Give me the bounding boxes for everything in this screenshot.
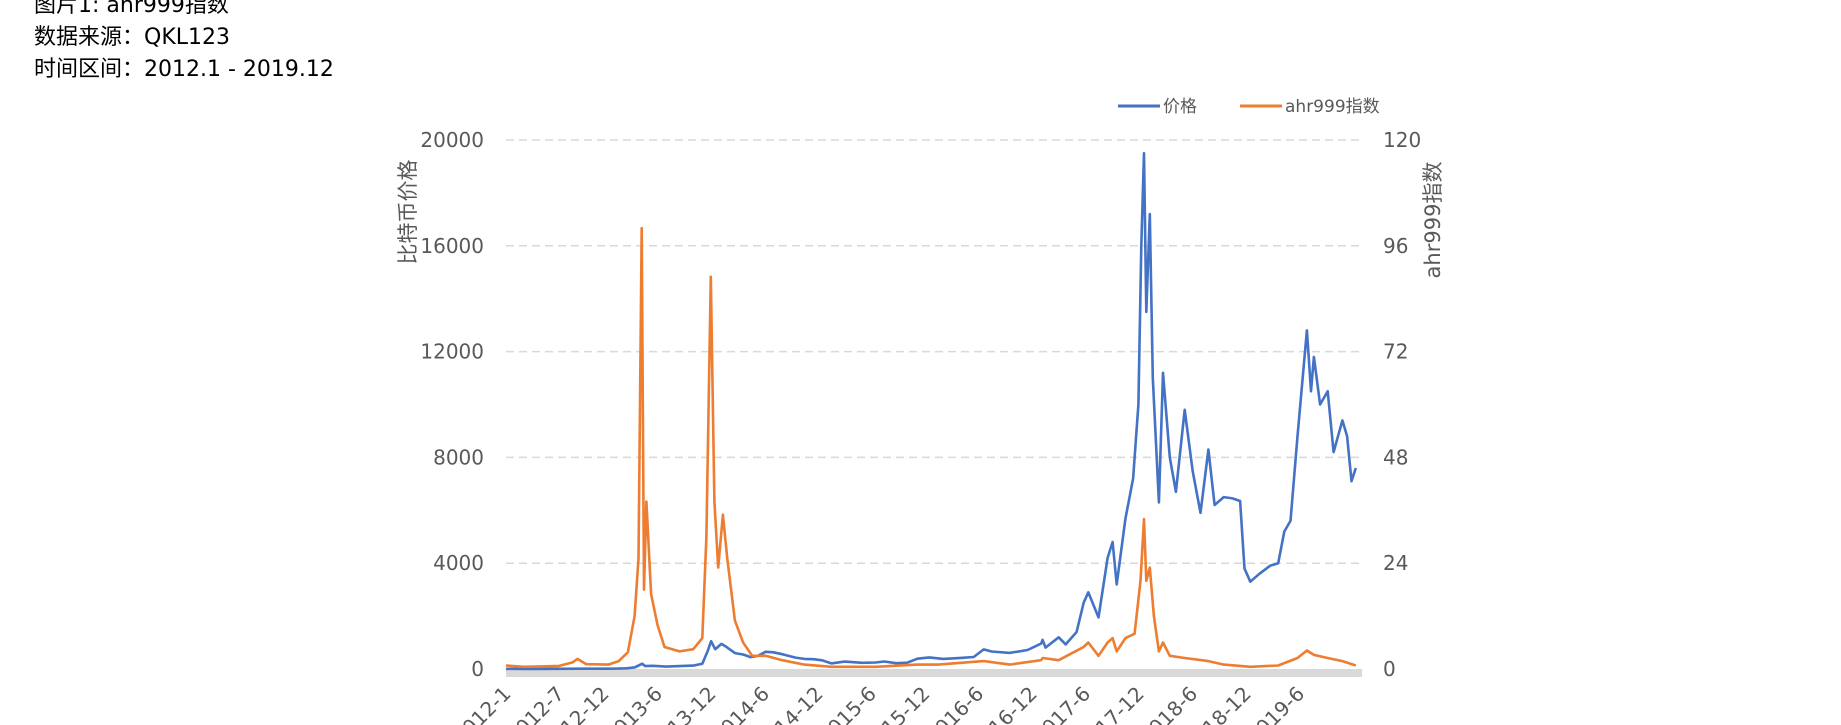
- figure-title: 图片1: ahr999指数: [34, 0, 229, 18]
- data-source: 数据来源：QKL123: [34, 25, 230, 50]
- right-tick-label: 72: [1383, 340, 1408, 364]
- left-axis-ticks: 20000 16000 12000 8000 4000 0: [420, 128, 484, 681]
- price-series-line: [505, 151, 1358, 671]
- x-tick-label: 2014-6: [707, 682, 774, 725]
- x-axis-ticks: 2012-12012-72012-122013-62013-122014-620…: [448, 682, 1309, 725]
- left-axis-title: 比特币价格: [396, 160, 420, 265]
- right-tick-label: 0: [1383, 657, 1396, 681]
- series-lines: [505, 151, 1358, 671]
- legend: 价格 ahr999指数: [1118, 97, 1380, 117]
- left-tick-label: 0: [471, 657, 484, 681]
- left-tick-label: 8000: [433, 445, 484, 469]
- time-period: 时间区间：2012.1 - 2019.12: [34, 57, 334, 82]
- x-tick-label: 2012-1: [448, 682, 515, 725]
- left-tick-label: 12000: [420, 340, 484, 364]
- x-tick-label: 2016-6: [921, 682, 988, 725]
- x-tick-label: 2018-6: [1135, 682, 1202, 725]
- right-tick-label: 120: [1383, 128, 1421, 152]
- left-tick-label: 20000: [420, 128, 484, 152]
- x-tick-label: 2019-6: [1242, 682, 1309, 725]
- chart-header: 图片1: ahr999指数 数据来源：QKL123 时间区间：2012.1 - …: [34, 0, 334, 86]
- right-tick-label: 24: [1383, 551, 1408, 575]
- legend-label-ahr999: ahr999指数: [1285, 97, 1380, 117]
- legend-label-price: 价格: [1163, 97, 1197, 117]
- left-tick-label: 4000: [433, 551, 484, 575]
- x-tick-label: 2017-6: [1028, 682, 1095, 725]
- x-axis-band: [506, 669, 1362, 677]
- ahr999-series-line: [505, 226, 1357, 669]
- x-tick-label: 2015-6: [814, 682, 881, 725]
- left-tick-label: 16000: [420, 234, 484, 258]
- right-tick-label: 96: [1383, 234, 1408, 258]
- right-tick-label: 48: [1383, 445, 1408, 469]
- right-axis-ticks: 120 96 72 48 24 0: [1383, 128, 1421, 681]
- right-axis-title: ahr999指数: [1421, 162, 1445, 279]
- x-tick-label: 2013-6: [600, 682, 667, 725]
